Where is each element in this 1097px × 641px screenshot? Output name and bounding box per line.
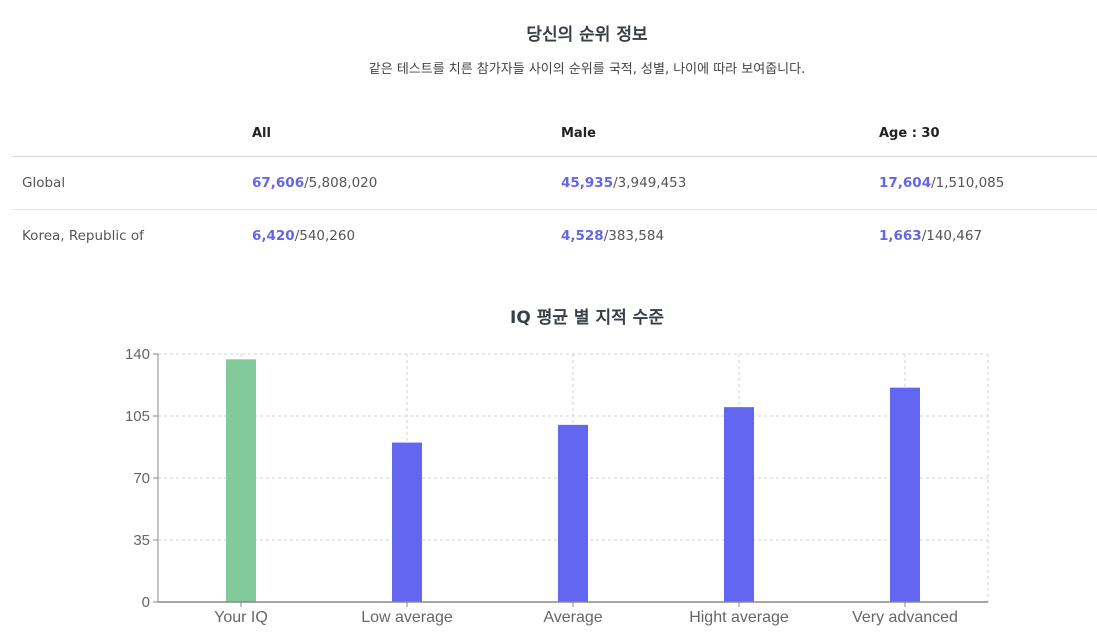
y-tick-label: 140 (125, 346, 150, 363)
iq-bar-chart: 0 35 70 105 140 Your IQ Low average Average High… (125, 346, 989, 626)
x-tick-label: Low average (361, 609, 453, 626)
bar-hight-average (724, 407, 754, 602)
rank-cell: 17,604/1,510,085 (879, 156, 1097, 210)
rank-cell: 4,528/383,584 (561, 210, 879, 263)
x-tick-label: Hight average (689, 609, 789, 626)
rank-value: 45,935 (561, 175, 614, 191)
bar-low-average (392, 442, 422, 602)
table-row: Global 67,606/5,808,020 45,935/3,949,453… (12, 156, 1097, 210)
rank-value: 6,420 (252, 228, 295, 244)
x-tick-label: Your IQ (214, 609, 268, 626)
rank-header-empty (12, 110, 252, 157)
rank-cell: 6,420/540,260 (252, 210, 561, 263)
table-row: Korea, Republic of 6,420/540,260 4,528/3… (12, 210, 1097, 263)
rank-cell: 67,606/5,808,020 (252, 156, 561, 210)
rank-subtitle: 같은 테스트를 치른 참가자들 사이의 순위를 국적, 성별, 나이에 따라 보… (368, 62, 806, 77)
rank-cell: 1,663/140,467 (879, 210, 1097, 263)
y-tick-label: 35 (133, 532, 150, 549)
rank-value: 4,528 (561, 228, 604, 244)
rank-header-male: Male (561, 110, 879, 157)
rank-total: /1,510,085 (931, 175, 1005, 191)
chart-title: IQ 평균 별 지적 수준 (510, 308, 664, 328)
rank-table-header-row: All Male Age : 30 (12, 110, 1097, 157)
rank-header-all: All (252, 110, 561, 157)
row-label-global: Global (12, 156, 252, 210)
rank-value: 67,606 (252, 175, 305, 191)
rank-cell: 45,935/3,949,453 (561, 156, 879, 210)
bar-very-advanced (890, 387, 920, 602)
y-tick-label: 105 (125, 408, 150, 425)
x-tick-label: Very advanced (852, 609, 958, 626)
rank-total: /5,808,020 (304, 175, 378, 191)
y-tick-label: 0 (142, 594, 150, 611)
rank-table: All Male Age : 30 Global 67,606/5,808,02… (12, 110, 1097, 262)
rank-total: /140,467 (921, 228, 983, 244)
rank-total: /540,260 (294, 228, 356, 244)
bar-your-iq (226, 359, 256, 602)
rank-value: 1,663 (879, 228, 922, 244)
y-tick-label: 70 (133, 470, 150, 487)
x-tick-label: Average (543, 609, 602, 626)
bar-average (558, 424, 588, 602)
rank-value: 17,604 (879, 175, 932, 191)
rank-title: 당신의 순위 정보 (526, 25, 648, 45)
rank-total: /3,949,453 (613, 175, 687, 191)
rank-header-age: Age : 30 (879, 110, 1097, 157)
row-label-korea: Korea, Republic of (22, 228, 144, 244)
rank-total: /383,584 (603, 228, 665, 244)
